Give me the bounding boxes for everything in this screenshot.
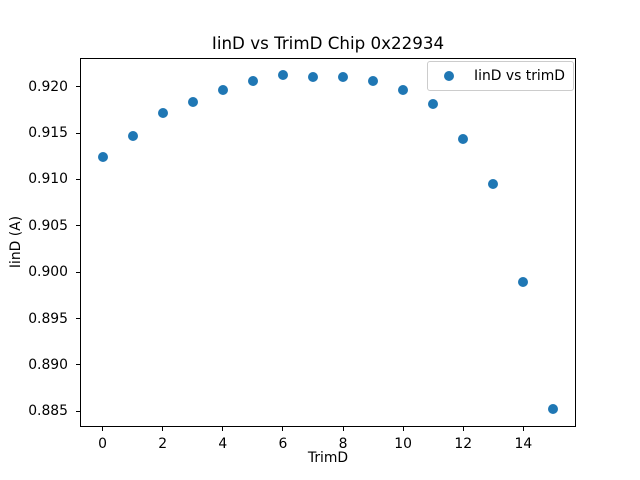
data-point [247,76,258,87]
data-point [307,71,318,82]
y-tick-label: 0.895 [28,310,68,327]
x-tick [222,426,224,431]
x-tick-label: 14 [514,436,533,452]
legend-label: IinD vs trimD [474,68,565,84]
legend-marker-icon [444,71,454,81]
plot-area [80,58,576,427]
x-tick [162,426,164,431]
x-tick-label: 4 [218,436,228,452]
y-tick-label: 0.905 [28,217,68,234]
y-tick [76,86,81,88]
y-tick [76,318,81,320]
x-tick [462,426,464,431]
data-point [518,277,529,288]
data-point [157,107,168,118]
y-tick-label: 0.900 [28,264,68,281]
x-tick [102,426,104,431]
data-point [217,85,228,96]
data-point [368,76,379,87]
x-tick-label: 12 [454,436,473,452]
x-tick-label: 2 [158,436,168,452]
data-point [97,152,108,163]
y-tick [76,178,81,180]
data-point [428,99,439,110]
chart-title: IinD vs TrimD Chip 0x22934 [211,33,445,53]
x-tick [402,426,404,431]
x-tick [282,426,284,431]
data-point [338,71,349,82]
y-axis-label: IinD (A) [8,215,24,269]
data-point [488,179,499,190]
y-tick-label: 0.920 [28,78,68,95]
y-tick-label: 0.915 [28,125,68,142]
data-point [127,130,138,141]
y-tick-label: 0.910 [28,171,68,188]
y-tick-label: 0.890 [28,356,68,373]
y-tick [76,132,81,134]
y-tick [76,364,81,366]
legend: IinD vs trimD [427,61,574,91]
x-axis-label: TrimD [307,450,349,466]
data-point [548,404,559,415]
y-tick-label: 0.885 [28,403,68,420]
data-point [398,84,409,95]
y-tick [76,225,81,227]
x-tick-label: 8 [338,436,348,452]
x-tick [342,426,344,431]
data-point [187,96,198,107]
y-tick [76,410,81,412]
data-point [458,133,469,144]
x-tick-label: 0 [98,436,107,452]
y-tick [76,271,81,273]
x-tick-label: 10 [394,436,412,452]
x-tick-label: 6 [278,436,288,452]
x-tick [522,426,524,431]
data-point [277,69,288,80]
